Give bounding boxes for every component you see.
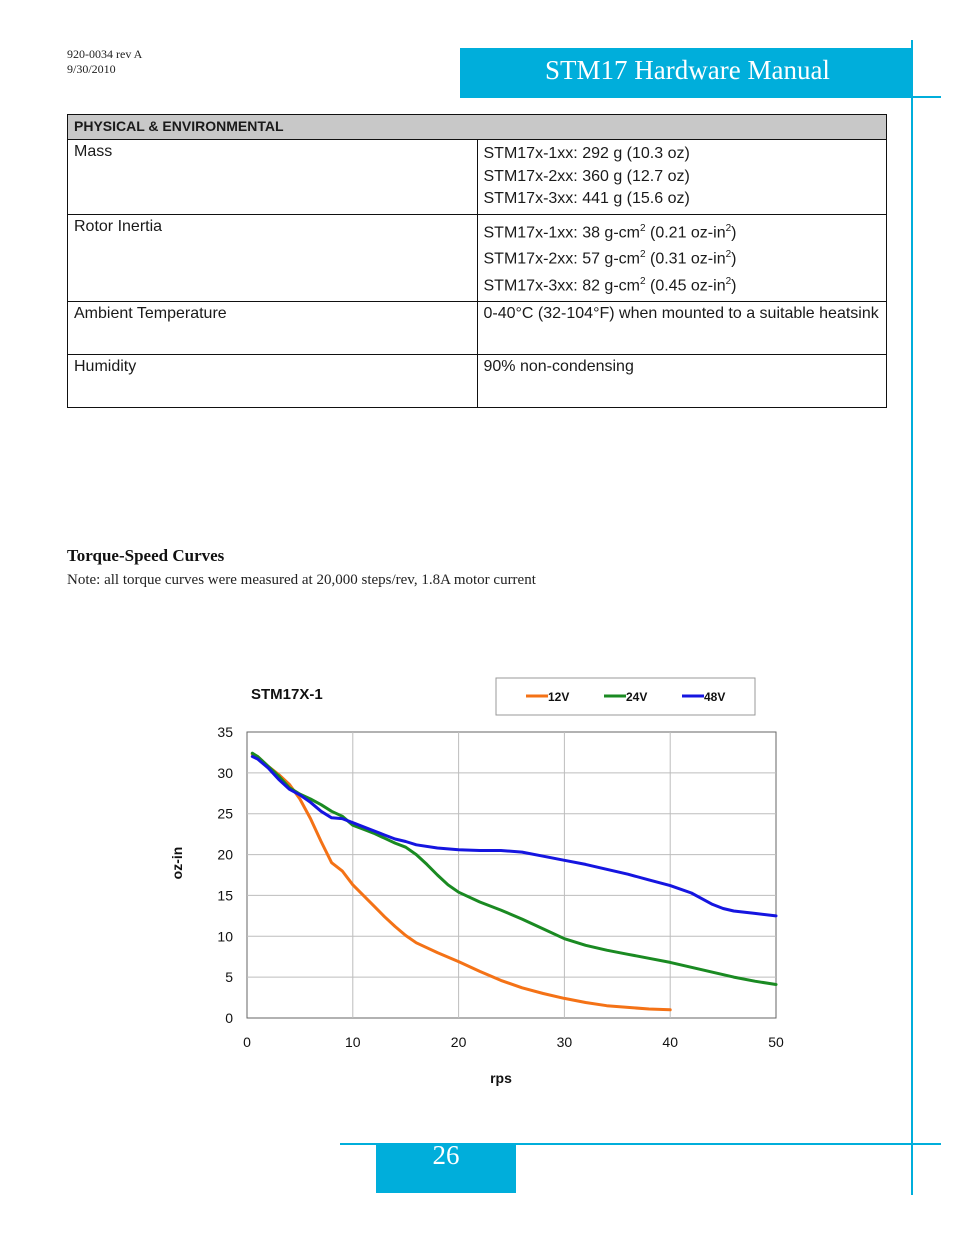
x-axis-label: rps: [490, 1070, 512, 1086]
x-tick-label: 50: [768, 1034, 784, 1050]
y-tick-label: 30: [217, 765, 233, 781]
physical-environmental-table: PHYSICAL & ENVIRONMENTAL Mass STM17x-1xx…: [67, 114, 887, 408]
y-tick-label: 20: [217, 847, 233, 863]
table-heading: PHYSICAL & ENVIRONMENTAL: [67, 114, 887, 140]
series-line-48v: [250, 755, 778, 918]
y-tick-label: 15: [217, 887, 233, 903]
y-tick-label: 25: [217, 806, 233, 822]
plot-area: [246, 731, 777, 1019]
grid-lines: [247, 732, 776, 1018]
x-tick-label: 40: [662, 1034, 678, 1050]
page-title: STM17 Hardware Manual: [545, 55, 830, 85]
x-tick-label: 20: [451, 1034, 467, 1050]
row-value: STM17x-1xx: 292 g (10.3 oz) STM17x-2xx: …: [476, 139, 887, 215]
y-tick-label: 10: [217, 928, 233, 944]
table-header-row: PHYSICAL & ENVIRONMENTAL: [67, 114, 887, 140]
x-tick-label: 10: [345, 1034, 361, 1050]
torque-speed-chart: STM17X-1 12V 24V 48V 0 5 10 15 20 25 30 35 0 10 20 3…: [169, 677, 784, 1086]
chart-title: STM17X-1: [251, 686, 323, 703]
table-row-ambient-temperature: Ambient Temperature 0-40°C (32-104°F) wh…: [67, 300, 887, 355]
section-title: Torque-Speed Curves: [67, 546, 225, 565]
document-meta: 920-0034 rev A 9/30/2010: [67, 47, 142, 77]
x-tick-label: 30: [557, 1034, 573, 1050]
y-axis-ticks: 0 5 10 15 20 25 30 35: [217, 724, 233, 1026]
row-label: Mass: [67, 139, 478, 215]
value-line: STM17x-2xx: 360 g (12.7 oz): [483, 167, 690, 185]
header-rule: [460, 96, 941, 98]
page-number: 26: [432, 1140, 460, 1170]
y-tick-label: 5: [225, 969, 233, 985]
y-tick-label: 35: [217, 724, 233, 740]
legend-label-48v: 48V: [704, 690, 725, 704]
x-tick-label: 0: [243, 1034, 251, 1050]
right-margin-rule: [911, 40, 913, 1195]
table-row-mass: Mass STM17x-1xx: 292 g (10.3 oz) STM17x-…: [67, 139, 887, 215]
row-label: Rotor Inertia: [67, 213, 478, 302]
y-tick-label: 0: [225, 1010, 233, 1026]
document-date: 9/30/2010: [67, 62, 116, 76]
row-label: Humidity: [67, 353, 478, 408]
value-line: STM17x-3xx: 441 g (15.6 oz): [483, 190, 690, 207]
row-label: Ambient Temperature: [67, 300, 478, 355]
legend-label-24v: 24V: [626, 690, 647, 704]
value-line: STM17x-1xx: 38 g-cm2 (0.21 oz-in2): [483, 222, 737, 241]
footer-band: [376, 1145, 516, 1193]
value-line: STM17x-1xx: 292 g (10.3 oz): [483, 145, 690, 162]
section-note: Note: all torque curves were measured at…: [67, 572, 536, 588]
row-value: 0-40°C (32-104°F) when mounted to a suit…: [476, 300, 887, 355]
legend-items: 12V 24V 48V: [526, 690, 725, 704]
table-row-rotor-inertia: Rotor Inertia STM17x-1xx: 38 g-cm2 (0.21…: [67, 213, 887, 302]
y-axis-label: oz-in: [169, 847, 185, 880]
x-axis-ticks: 0 10 20 30 40 50: [243, 1034, 784, 1050]
table-row-humidity: Humidity 90% non-condensing: [67, 353, 887, 408]
row-value: STM17x-1xx: 38 g-cm2 (0.21 oz-in2) STM17…: [476, 213, 887, 302]
footer-rule: [340, 1143, 941, 1145]
value-line: STM17x-3xx: 82 g-cm2 (0.45 oz-in2): [483, 276, 737, 295]
value-line: STM17x-2xx: 57 g-cm2 (0.31 oz-in2): [483, 249, 737, 268]
header-band: [460, 48, 912, 96]
document-number: 920-0034 rev A: [67, 47, 143, 61]
legend-label-12v: 12V: [548, 690, 569, 704]
series-line-24v: [250, 751, 778, 986]
row-value: 90% non-condensing: [476, 353, 887, 408]
series-lines: [250, 751, 778, 1012]
